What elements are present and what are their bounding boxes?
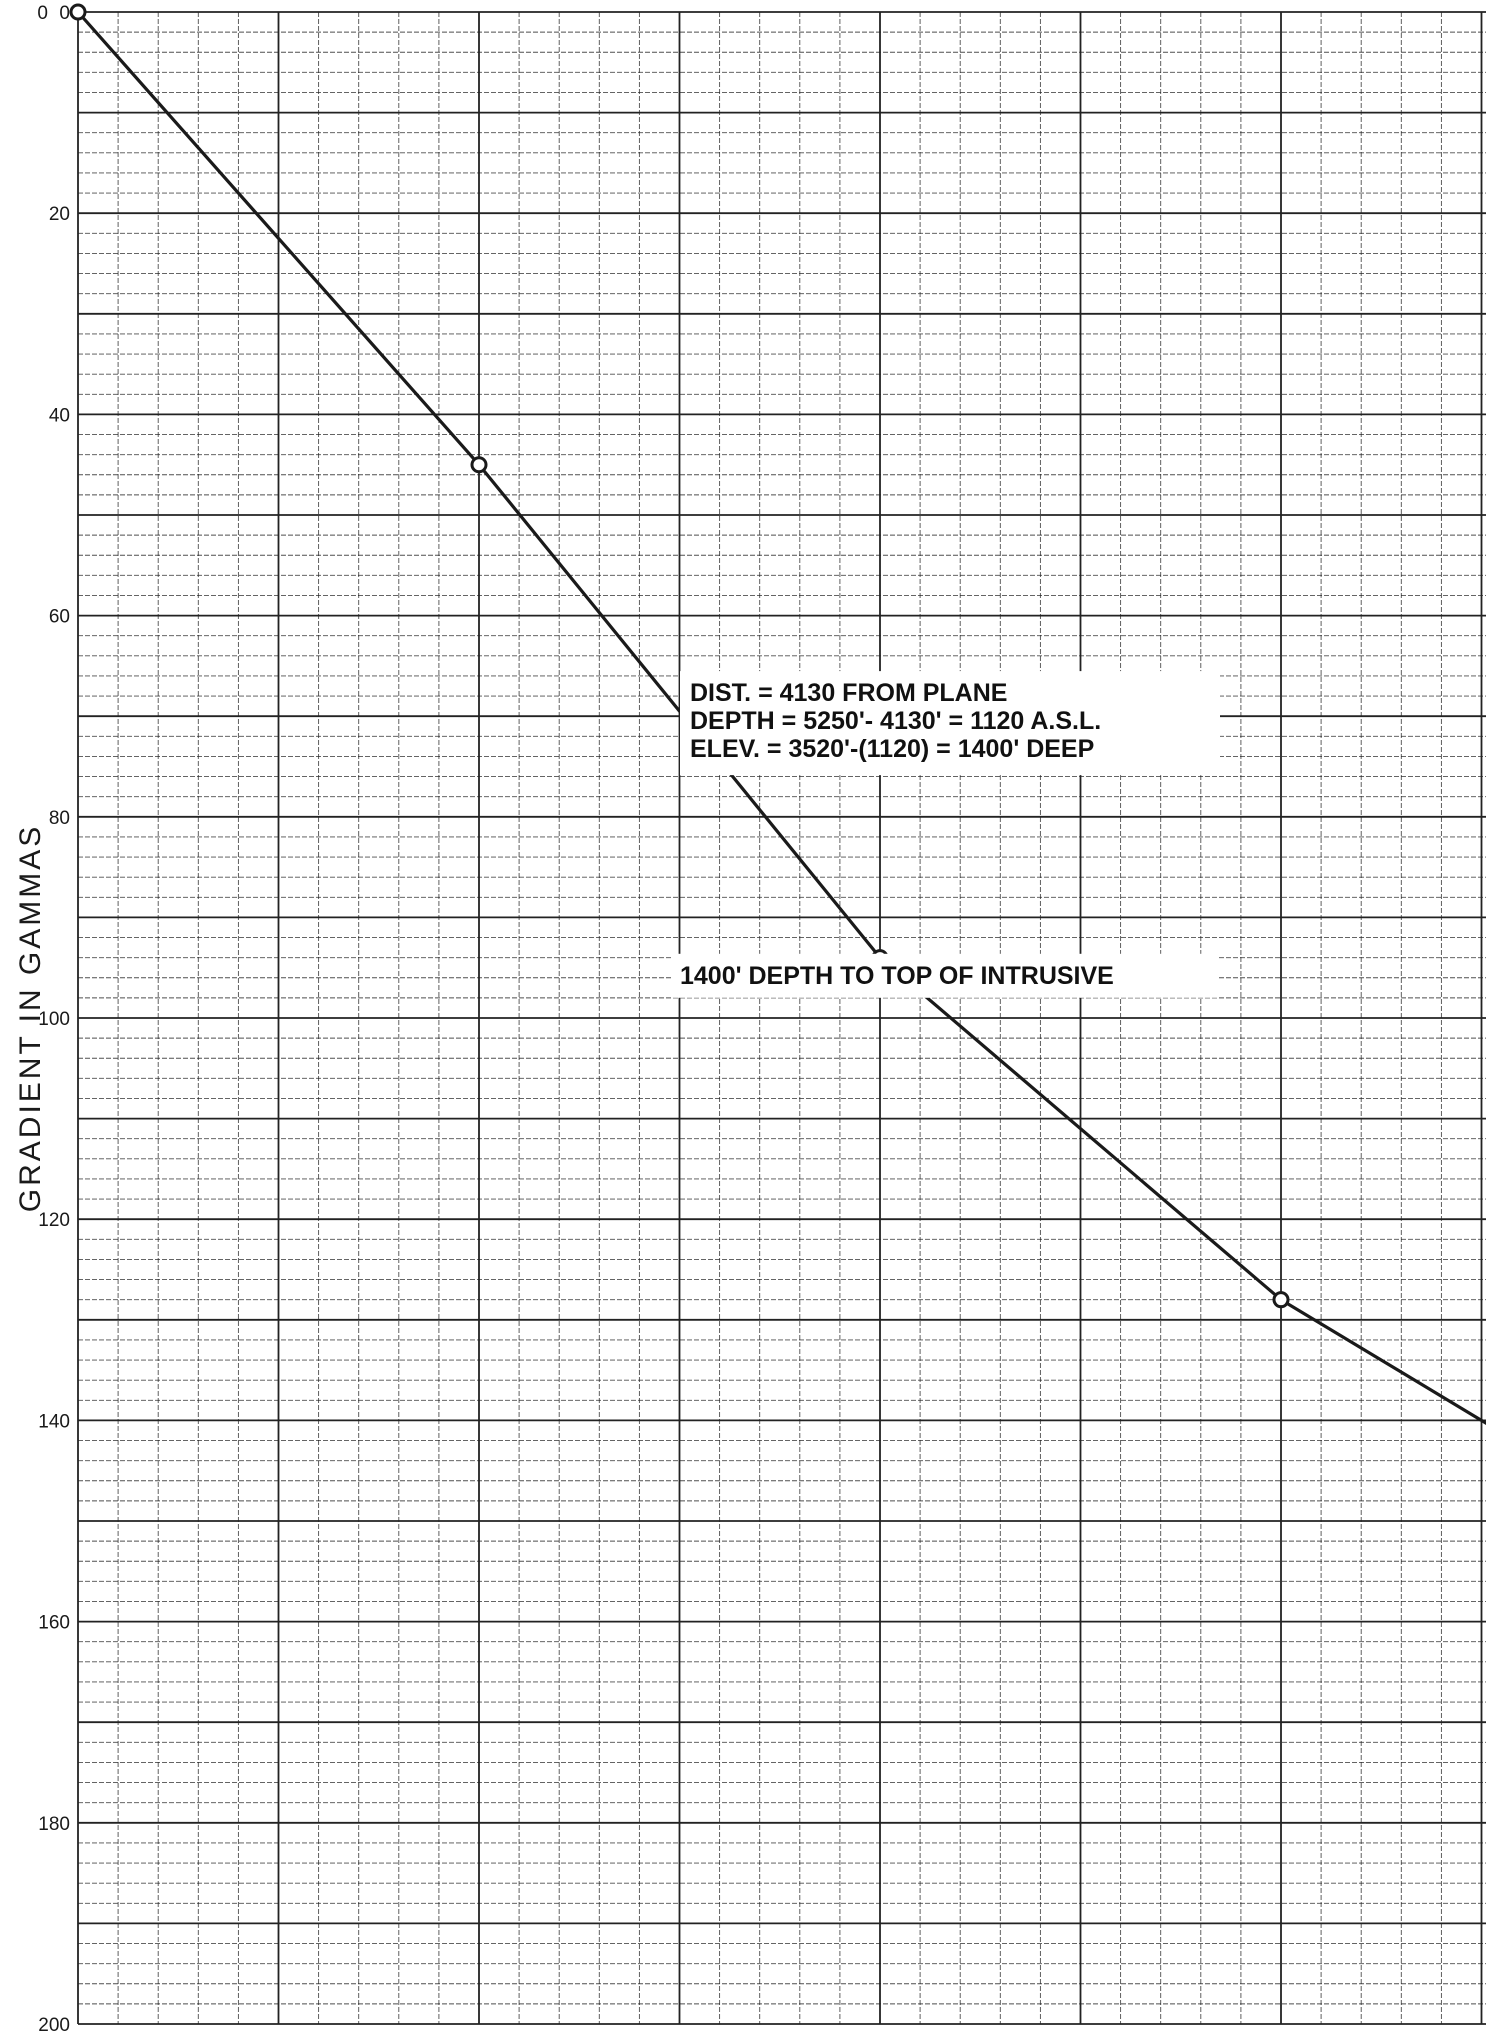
- y-tick-label: 60: [49, 607, 70, 628]
- intrusive-depth-note: 1400' DEPTH TO TOP OF INTRUSIVE: [672, 953, 1217, 998]
- major-grid: [77, 11, 1486, 2025]
- y-tick-label: 40: [49, 405, 70, 426]
- note-line-elev: ELEV. = 3520'-(1120) = 1400' DEEP: [690, 735, 1094, 763]
- y-tick-label: 200: [38, 2015, 70, 2031]
- series-line: [76, 10, 1486, 1426]
- note-line-intrusive: 1400' DEPTH TO TOP OF INTRUSIVE: [680, 962, 1114, 990]
- y-tick-label: 160: [38, 1613, 70, 1634]
- note-line-dist: DIST. = 4130 FROM PLANE: [690, 679, 1007, 707]
- x-origin-tick-label: 0: [37, 3, 48, 24]
- y-axis-tick-labels: 0 20 40 60 80 100 120 140 160 180 200: [38, 3, 70, 2031]
- y-tick-label: 80: [49, 808, 70, 829]
- depth-calculation-note-background: [680, 671, 1220, 776]
- y-tick-label: 100: [38, 1009, 70, 1030]
- data-point-marker: [1272, 1291, 1290, 1309]
- y-tick-label: 120: [38, 1210, 70, 1231]
- y-tick-label: 20: [49, 204, 70, 225]
- y-tick-label: 0: [59, 3, 70, 24]
- y-axis-title: GRADIENT IN GAMMAS: [14, 824, 47, 1212]
- data-point-marker: [69, 3, 87, 21]
- note-line-depth: DEPTH = 5250'- 4130' = 1120 A.S.L.: [690, 707, 1101, 735]
- data-point-marker: [470, 456, 488, 474]
- intrusive-depth-note-background: [672, 953, 1217, 998]
- depth-calculation-note: DIST. = 4130 FROM PLANE DEPTH = 5250'- 4…: [680, 671, 1220, 776]
- y-tick-label: 180: [38, 1814, 70, 1835]
- y-tick-label: 140: [38, 1411, 70, 1432]
